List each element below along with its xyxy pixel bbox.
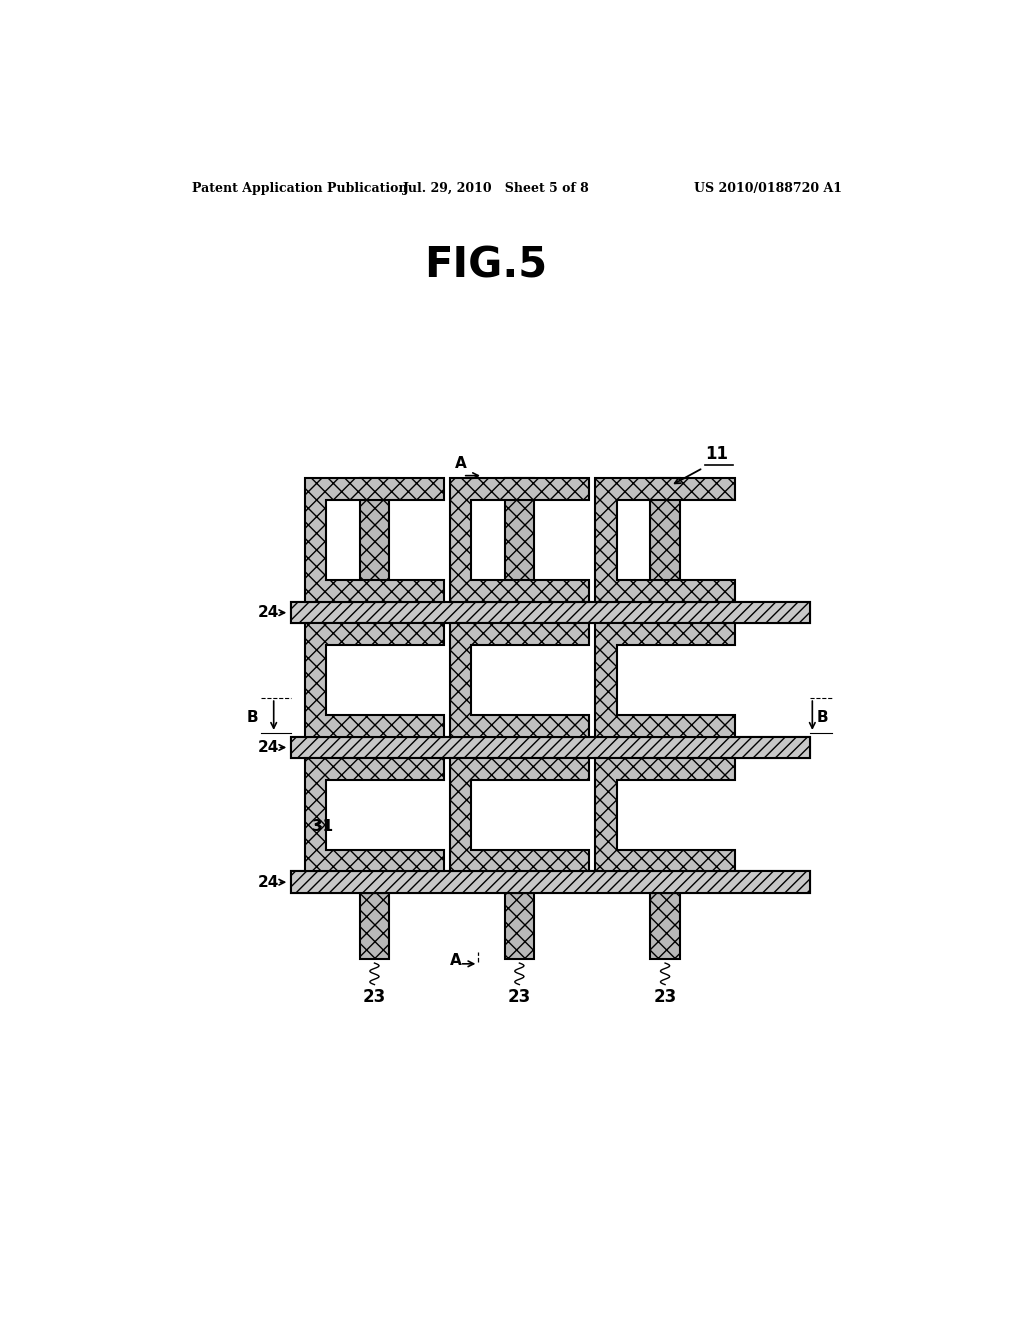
- Text: Jul. 29, 2010   Sheet 5 of 8: Jul. 29, 2010 Sheet 5 of 8: [403, 182, 590, 194]
- Bar: [291, 737, 810, 758]
- Text: A: A: [450, 953, 462, 969]
- Text: US 2010/0188720 A1: US 2010/0188720 A1: [693, 182, 842, 194]
- Bar: [648, 737, 682, 748]
- Bar: [291, 871, 810, 894]
- Bar: [505, 478, 535, 602]
- Polygon shape: [595, 478, 735, 602]
- Bar: [357, 602, 391, 614]
- Bar: [291, 602, 810, 623]
- Bar: [650, 478, 680, 602]
- Bar: [357, 871, 391, 884]
- Bar: [291, 871, 810, 894]
- Bar: [650, 894, 680, 960]
- Text: 24: 24: [258, 741, 280, 755]
- Polygon shape: [450, 758, 589, 871]
- Text: 24: 24: [258, 605, 280, 620]
- Bar: [357, 737, 391, 748]
- Text: Patent Application Publication: Patent Application Publication: [191, 182, 408, 194]
- Text: 31: 31: [312, 818, 334, 834]
- Polygon shape: [450, 478, 589, 602]
- Bar: [648, 871, 682, 884]
- Bar: [291, 737, 810, 758]
- Polygon shape: [595, 758, 735, 871]
- Polygon shape: [450, 623, 589, 737]
- Text: B: B: [247, 710, 258, 725]
- Text: 24: 24: [258, 875, 280, 890]
- Text: 23: 23: [362, 989, 386, 1006]
- Text: FIG.5: FIG.5: [425, 244, 548, 286]
- Bar: [503, 602, 536, 614]
- Bar: [648, 602, 682, 614]
- Polygon shape: [305, 478, 444, 602]
- Bar: [505, 894, 535, 960]
- Bar: [359, 478, 389, 602]
- Polygon shape: [595, 623, 735, 737]
- Bar: [503, 737, 536, 748]
- Text: 11: 11: [706, 445, 728, 462]
- Polygon shape: [305, 758, 444, 871]
- Text: 23: 23: [653, 989, 677, 1006]
- Text: B: B: [816, 710, 827, 725]
- Bar: [503, 871, 536, 884]
- Polygon shape: [305, 623, 444, 737]
- Bar: [359, 894, 389, 960]
- Text: 23: 23: [508, 989, 531, 1006]
- Bar: [291, 602, 810, 623]
- Text: A: A: [455, 455, 467, 471]
